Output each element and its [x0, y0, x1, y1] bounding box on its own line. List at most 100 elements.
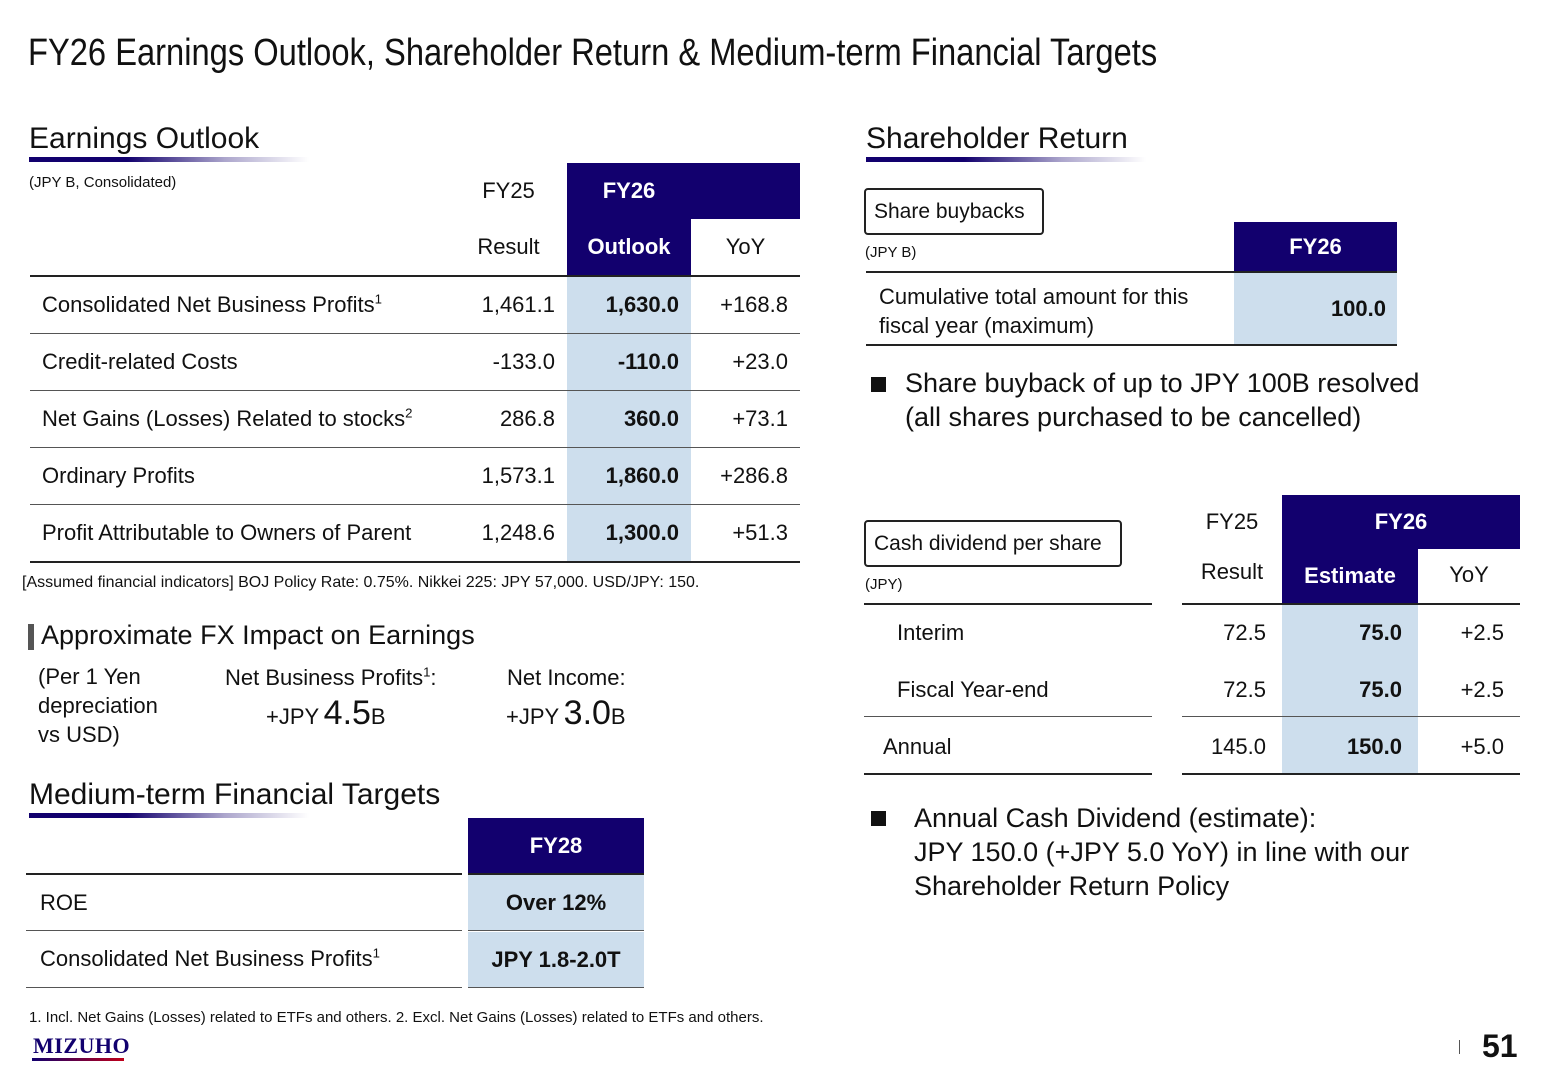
- fx-nbp-value: +JPY 4.5B: [266, 694, 386, 732]
- earnings-row: Consolidated Net Business Profits1 1,461…: [30, 276, 800, 334]
- earnings-header-yoy: YoY: [725, 234, 766, 259]
- earnings-header-row-1: FY25 FY26: [30, 163, 800, 219]
- earnings-section-title: Earnings Outlook: [29, 122, 260, 155]
- buyback-unit-note: (JPY B): [865, 244, 917, 261]
- dividend-header-fy25: FY25: [1205, 509, 1259, 534]
- earnings-row-yoy: +23.0: [732, 349, 788, 374]
- earnings-header-fy25: FY25: [482, 178, 535, 203]
- dividend-unit-note: (JPY): [865, 576, 903, 593]
- dividend-header-fy26: FY26: [1282, 495, 1520, 549]
- earnings-row-outlook: 360.0: [567, 390, 691, 448]
- earnings-row-result: 1,573.1: [481, 463, 555, 488]
- targets-header-fy28: FY28: [468, 818, 644, 874]
- dividend-row-estimate: 75.0: [1359, 620, 1402, 645]
- earnings-row-outlook: 1,860.0: [567, 447, 691, 505]
- fx-title: Approximate FX Impact on Earnings: [41, 620, 475, 650]
- dividend-rule: [864, 603, 1152, 605]
- dividend-rule: [1182, 773, 1520, 775]
- page-title: FY26 Earnings Outlook, Shareholder Retur…: [28, 32, 1158, 74]
- dividend-row-label: Fiscal Year-end: [897, 677, 1049, 702]
- buyback-row-label: Cumulative total amount for this fiscal …: [879, 284, 1189, 338]
- buyback-value: 100.0: [1234, 273, 1397, 344]
- dividend-row-result: 145.0: [1210, 734, 1266, 759]
- page-number-divider: [1459, 1040, 1460, 1054]
- fx-note-line: vs USD): [38, 722, 120, 747]
- dividend-row-estimate: 75.0: [1359, 677, 1402, 702]
- logo-underline: [32, 1058, 124, 1061]
- bullet-square-icon: [871, 377, 886, 392]
- dividend-header-result: Result: [1200, 559, 1264, 584]
- fx-ni-label: Net Income:: [507, 665, 626, 690]
- targets-rule: [26, 873, 462, 875]
- fx-note-line: (Per 1 Yen: [38, 664, 141, 689]
- targets-row-value: JPY 1.8-2.0T: [468, 932, 644, 987]
- earnings-row: Ordinary Profits 1,573.1 1,860.0 +286.8: [30, 447, 800, 505]
- earnings-row-yoy: +286.8: [720, 463, 788, 488]
- earnings-row-label: Credit-related Costs: [42, 349, 238, 374]
- earnings-row-outlook: 1,300.0: [567, 504, 691, 562]
- shareholder-section-title: Shareholder Return: [866, 122, 1128, 155]
- assumed-indicators: [Assumed financial indicators] BOJ Polic…: [22, 574, 700, 591]
- earnings-row-label: Consolidated Net Business Profits1: [42, 291, 382, 317]
- dividend-rule: [864, 773, 1152, 775]
- earnings-row-result: -133.0: [492, 349, 555, 374]
- dividend-row-result: 72.5: [1223, 677, 1266, 702]
- buyback-header-fy26: FY26: [1234, 222, 1397, 272]
- shareholder-title-underline: [866, 157, 1146, 162]
- page-number: 51: [1482, 1028, 1518, 1064]
- footnote: 1. Incl. Net Gains (Losses) related to E…: [29, 1009, 764, 1026]
- fx-nbp-label: Net Business Profits1:: [225, 664, 437, 690]
- earnings-title-underline: [29, 157, 309, 162]
- earnings-row-label: Net Gains (Losses) Related to stocks2: [42, 405, 413, 431]
- fx-note: (Per 1 Yen depreciation vs USD): [38, 662, 158, 749]
- targets-rule: [26, 930, 462, 931]
- earnings-row-yoy: +51.3: [732, 520, 788, 545]
- buyback-label-box: Share buybacks: [864, 188, 1044, 235]
- buyback-bullet-text: Share buyback of up to JPY 100B resolved…: [905, 368, 1420, 432]
- targets-rule: [26, 987, 462, 988]
- earnings-header-fy26-span: [691, 163, 800, 219]
- dividend-row-result: 72.5: [1223, 620, 1266, 645]
- earnings-row-result: 1,461.1: [481, 292, 555, 317]
- fx-note-line: depreciation: [38, 693, 158, 718]
- fx-title-marker: [28, 624, 34, 650]
- earnings-row-outlook: -110.0: [567, 333, 691, 391]
- dividend-row-estimate: 150.0: [1346, 734, 1402, 759]
- earnings-header-row-2: Result Outlook YoY: [30, 219, 800, 276]
- targets-row-value: Over 12%: [468, 875, 644, 931]
- dividend-row-label: Interim: [897, 620, 965, 645]
- earnings-header-outlook: Outlook: [567, 219, 691, 276]
- earnings-header-result: Result: [477, 234, 540, 259]
- dividend-header-yoy: YoY: [1449, 562, 1489, 587]
- targets-rule: [468, 987, 644, 988]
- targets-section-title: Medium-term Financial Targets: [29, 778, 441, 811]
- targets-rule: [468, 873, 644, 875]
- targets-title-underline: [29, 813, 309, 818]
- dividend-bullet-text: Annual Cash Dividend (estimate): JPY 150…: [914, 803, 1410, 901]
- earnings-row-yoy: +73.1: [732, 406, 788, 431]
- dividend-row-yoy: +5.0: [1460, 734, 1504, 759]
- dividend-rule: [1182, 716, 1520, 717]
- targets-rule: [468, 930, 644, 931]
- dividend-estimate-column: [1282, 605, 1418, 773]
- earnings-row-yoy: +168.8: [720, 292, 788, 317]
- earnings-row-outlook: 1,630.0: [567, 276, 691, 334]
- dividend-header-estimate: Estimate: [1282, 549, 1418, 603]
- earnings-header-blank-2: [30, 219, 450, 276]
- dividend-row-yoy: +2.5: [1460, 677, 1504, 702]
- bullet-square-icon: [871, 811, 886, 826]
- earnings-table: FY25 FY26 Result Outlook YoY Consolidate…: [30, 163, 800, 563]
- buyback-rule: [866, 344, 1397, 346]
- earnings-row: Net Gains (Losses) Related to stocks2 28…: [30, 390, 800, 448]
- earnings-row-result: 286.8: [499, 406, 555, 431]
- earnings-unit-note: (JPY B, Consolidated): [29, 174, 177, 191]
- earnings-header-blank: [30, 163, 450, 219]
- targets-row-label: ROE: [40, 890, 88, 915]
- dividend-row-label: Annual: [883, 734, 952, 759]
- buyback-rule: [866, 271, 1397, 273]
- dividend-row-yoy: +2.5: [1460, 620, 1504, 645]
- earnings-row-label: Ordinary Profits: [42, 463, 195, 488]
- dividend-rule: [1182, 603, 1520, 605]
- earnings-row-label: Profit Attributable to Owners of Parent: [42, 520, 412, 545]
- earnings-header-fy26: FY26: [567, 163, 691, 219]
